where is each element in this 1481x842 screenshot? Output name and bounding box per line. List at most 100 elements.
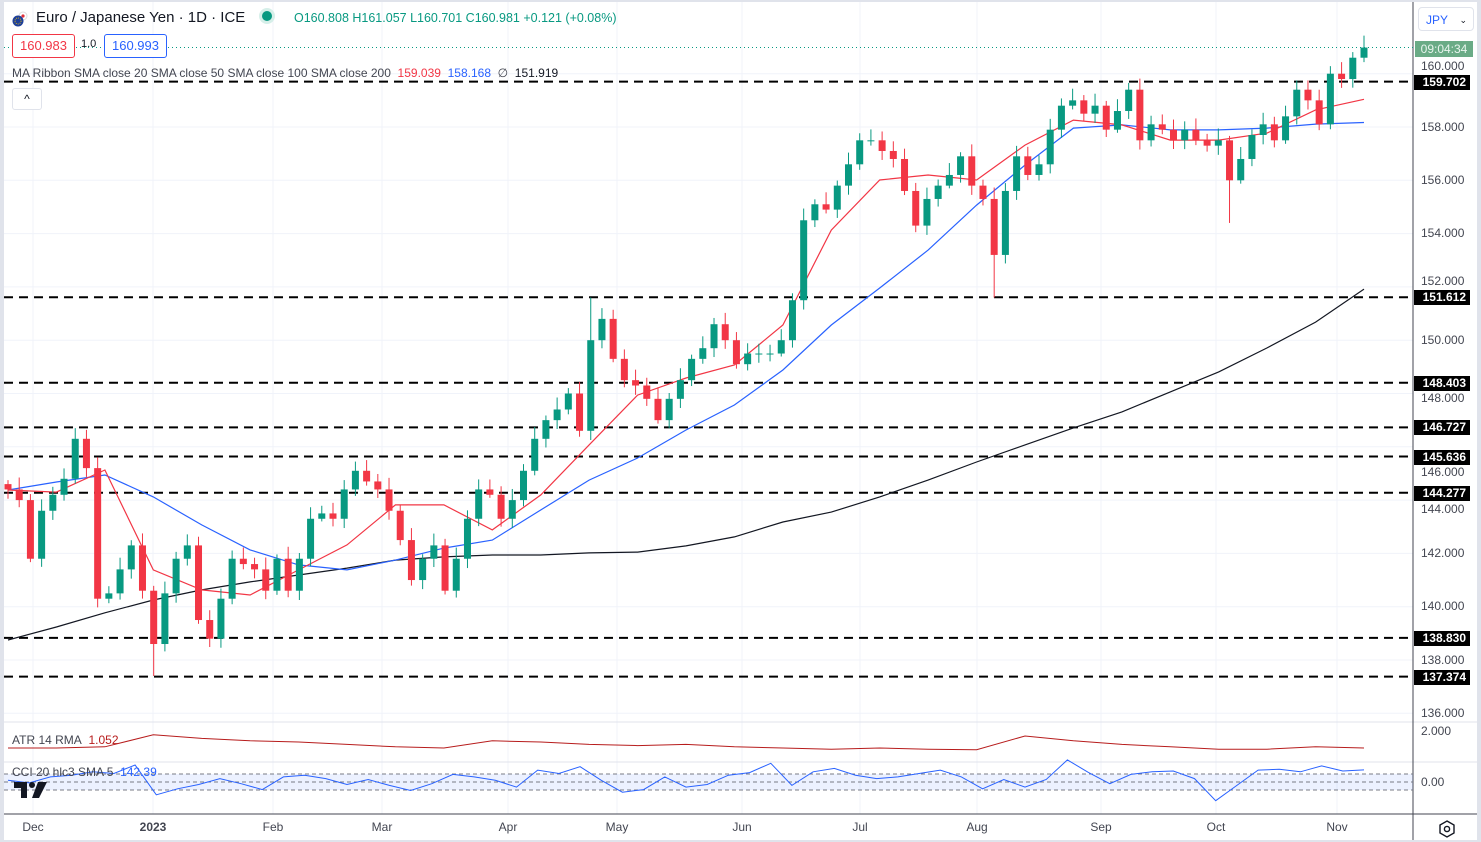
- candle-body: [172, 558, 180, 594]
- candle-body: [284, 558, 292, 591]
- atr-line: [8, 734, 1365, 751]
- price-axis-label: 154.000: [1421, 226, 1465, 241]
- buy-button[interactable]: 160.993: [104, 34, 167, 58]
- time-axis-label: May: [605, 820, 629, 834]
- time-axis-label: Jul: [852, 820, 868, 834]
- plot-background: [4, 2, 1413, 840]
- candle-body: [1147, 124, 1155, 141]
- level-price-label: 148.403: [1414, 375, 1470, 391]
- candle-body: [923, 198, 931, 226]
- time-axis-label: Apr: [498, 820, 518, 834]
- candle-body: [901, 158, 909, 191]
- price-axis-label: 144.000: [1421, 501, 1465, 516]
- candle-body: [755, 353, 763, 355]
- candle-body: [979, 185, 987, 199]
- atr-legend[interactable]: ATR 14 RMA 1.052: [12, 733, 119, 747]
- ma20-value: 159.039: [397, 66, 441, 80]
- candle-body: [822, 204, 830, 210]
- ma-ribbon-legend[interactable]: MA Ribbon SMA close 20 SMA close 50 SMA …: [12, 66, 558, 80]
- candle-body: [542, 420, 550, 439]
- level-price-label: 145.636: [1414, 449, 1470, 465]
- candle-body: [654, 398, 662, 421]
- time-axis-label: Nov: [1326, 820, 1348, 834]
- candle-body: [553, 409, 561, 421]
- time-axis-label: Sep: [1090, 820, 1112, 834]
- candle-body: [419, 558, 427, 581]
- candle-body: [643, 385, 651, 399]
- candle-body: [609, 318, 617, 359]
- candle-body: [934, 185, 942, 199]
- candle-body: [262, 569, 270, 591]
- candle-body: [94, 468, 102, 599]
- candle-body: [4, 484, 12, 490]
- candle-body: [788, 300, 796, 341]
- candle-body: [1237, 158, 1245, 181]
- candle-body: [1181, 129, 1189, 141]
- atr-label: ATR 14 RMA: [12, 733, 82, 747]
- bar-countdown: 09:04:34: [1415, 41, 1473, 57]
- collapse-legend-button[interactable]: ^: [12, 88, 42, 110]
- candle-body: [1214, 140, 1222, 146]
- sell-button[interactable]: 160.983: [12, 34, 75, 58]
- time-axis-label: Jun: [732, 820, 752, 834]
- time-axis-label: Oct: [1206, 820, 1226, 834]
- candle-body: [1091, 105, 1099, 114]
- candle-body: [195, 545, 203, 621]
- ma50-value: 158.168: [447, 66, 491, 80]
- candle-body: [396, 510, 404, 541]
- candle-body: [811, 204, 819, 221]
- level-price-label: 159.702: [1414, 74, 1470, 90]
- currency-value: JPY: [1426, 13, 1449, 27]
- tradingview-logo-icon: [14, 782, 47, 798]
- candle-body: [800, 220, 808, 301]
- level-price-label: 146.727: [1414, 420, 1470, 436]
- candle-body: [307, 518, 315, 559]
- candle-body: [475, 489, 483, 519]
- candle-body: [1102, 105, 1110, 130]
- price-axis-label: 138.000: [1421, 652, 1465, 667]
- level-price-label: 138.830: [1414, 630, 1470, 646]
- candle-body: [1192, 129, 1200, 141]
- candle-body: [239, 558, 247, 565]
- candle-body: [407, 540, 415, 581]
- candle-body: [1248, 134, 1256, 159]
- ma-legend-label: MA Ribbon SMA close 20 SMA close 50 SMA …: [12, 66, 391, 80]
- currency-select[interactable]: JPY ⌄: [1418, 7, 1474, 31]
- candle-body: [710, 324, 718, 349]
- candle-body: [912, 190, 920, 226]
- price-axis-label: 156.000: [1421, 172, 1465, 187]
- candle-body: [632, 380, 640, 386]
- candle-body: [497, 494, 505, 519]
- symbol-title[interactable]: Euro / Japanese Yen · 1D · ICE: [36, 9, 246, 26]
- candle-body: [1169, 129, 1177, 141]
- candle-body: [127, 545, 135, 570]
- candle-body: [1113, 111, 1121, 130]
- candle-body: [587, 340, 595, 431]
- candle-body: [1158, 124, 1166, 130]
- candle-body: [1057, 105, 1065, 130]
- candle-body: [363, 470, 371, 482]
- candle-body: [990, 198, 998, 255]
- cci-value: 142.39: [120, 765, 157, 779]
- candle-body: [329, 513, 337, 519]
- atr-value: 1.052: [88, 733, 119, 747]
- price-axis-label: 148.000: [1421, 391, 1465, 405]
- cci-label: CCI 20 hlc3 SMA 5: [12, 765, 114, 779]
- settings-gear-icon[interactable]: [1438, 820, 1456, 838]
- candle-body: [105, 593, 113, 599]
- cci-legend[interactable]: CCI 20 hlc3 SMA 5 142.39: [12, 765, 157, 779]
- level-price-label: 144.277: [1414, 485, 1470, 501]
- level-price-label: 151.612: [1414, 290, 1470, 306]
- candle-body: [531, 438, 539, 471]
- atr-axis-label: 2.000: [1421, 724, 1452, 738]
- candle-body: [844, 164, 852, 186]
- price-axis-label: 158.000: [1421, 119, 1465, 134]
- time-axis-label: Aug: [966, 820, 988, 834]
- candle-body: [1136, 89, 1144, 141]
- candle-body: [968, 156, 976, 186]
- candle-body: [441, 545, 449, 591]
- candle-body: [1069, 100, 1077, 106]
- candle-body: [351, 470, 359, 490]
